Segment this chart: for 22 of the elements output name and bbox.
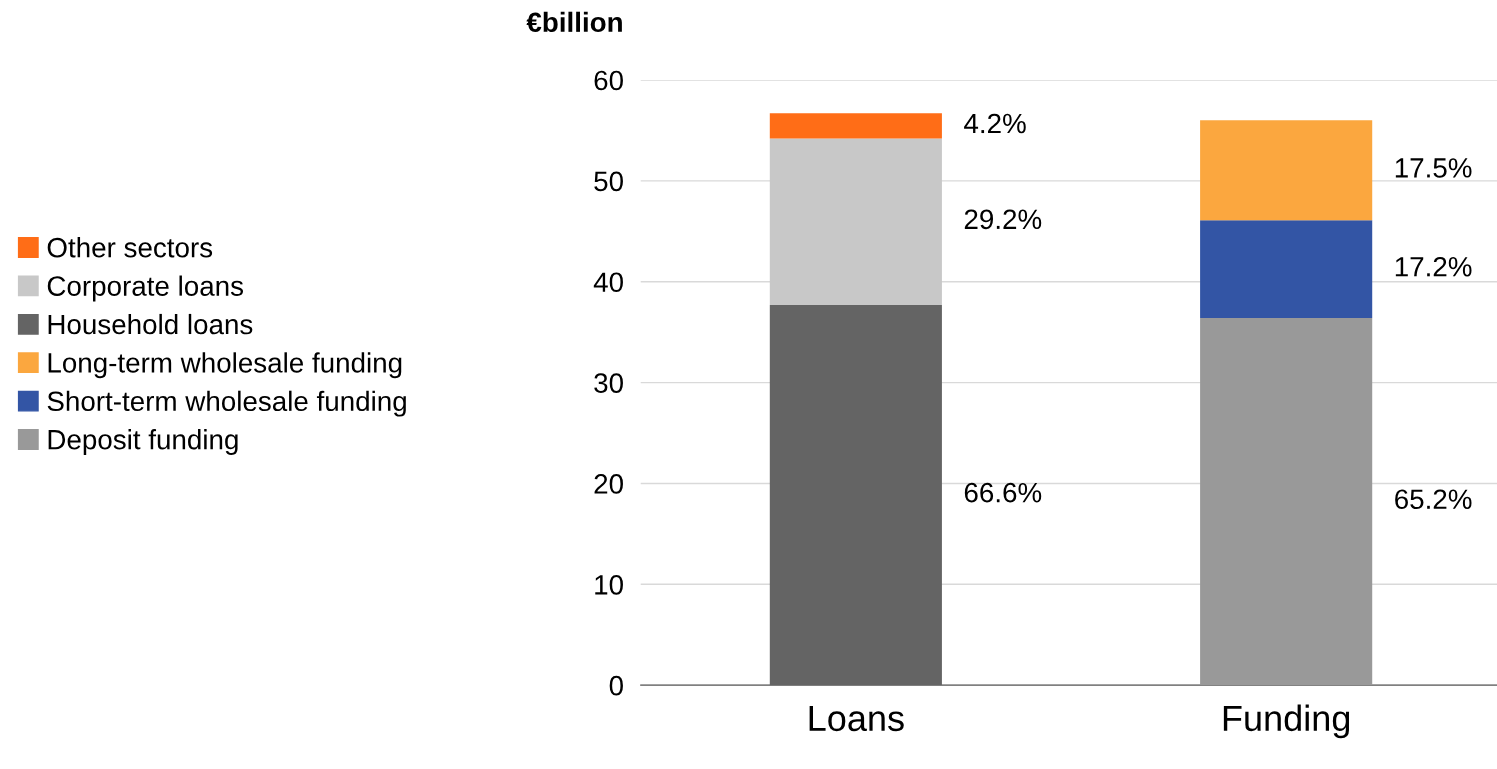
y-tick-label: 20 bbox=[594, 474, 623, 494]
y-tick-label: 50 bbox=[594, 171, 623, 192]
legend-label: Short-term wholesale funding bbox=[47, 390, 406, 417]
y-tick-label: 10 bbox=[595, 574, 623, 595]
annotation: 66.6% bbox=[964, 482, 1042, 503]
y-tick-label: 30 bbox=[594, 373, 623, 393]
y-tick-label: 60 bbox=[594, 70, 623, 91]
annotation: 65.2% bbox=[1395, 489, 1472, 510]
legend-label: Deposit funding bbox=[48, 429, 238, 455]
annotation: 4.2% bbox=[964, 113, 1026, 134]
annotation: 17.5% bbox=[1395, 158, 1472, 178]
y-tick-label: 40 bbox=[593, 272, 623, 293]
x-tick-label: Loans bbox=[809, 705, 904, 732]
legend-label: Other sectors bbox=[47, 237, 213, 258]
legend-label: Long-term wholesale funding bbox=[48, 352, 402, 379]
legend-label: Household loans bbox=[48, 313, 253, 335]
y-axis-title: €billion bbox=[526, 11, 622, 33]
annotation: 29.2% bbox=[964, 209, 1042, 230]
annotation: 17.2% bbox=[1395, 256, 1472, 277]
legend-label: Corporate loans bbox=[47, 275, 244, 302]
x-tick-label: Funding bbox=[1223, 704, 1350, 739]
y-tick-label: 0 bbox=[609, 675, 623, 696]
